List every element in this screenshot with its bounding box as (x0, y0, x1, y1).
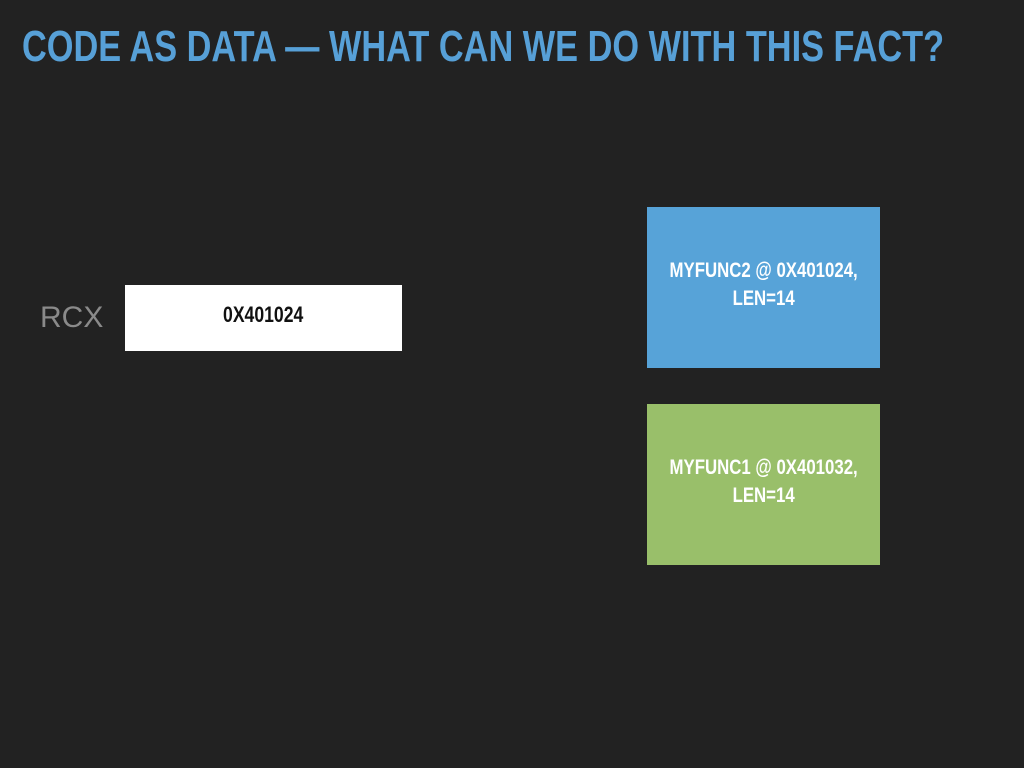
function-address-line: MYFUNC1 @ 0X401032, (669, 456, 858, 479)
function-block-text: MYFUNC2 @ 0X401024, LEN=14 (669, 257, 857, 313)
function-block-myfunc1: MYFUNC1 @ 0X401032, LEN=14 (647, 404, 880, 565)
function-address-line: MYFUNC2 @ 0X401024, (669, 259, 858, 282)
function-block-myfunc2: MYFUNC2 @ 0X401024, LEN=14 (647, 207, 880, 368)
register-value: 0X401024 (223, 302, 304, 327)
function-length-line: LEN=14 (732, 287, 795, 310)
register-value-box: 0X401024 (125, 285, 402, 351)
function-block-text: MYFUNC1 @ 0X401032, LEN=14 (669, 454, 857, 510)
slide-title: CODE AS DATA — WHAT CAN WE DO WITH THIS … (22, 22, 945, 71)
function-length-line: LEN=14 (732, 484, 795, 507)
register-label: RCX (40, 301, 104, 334)
